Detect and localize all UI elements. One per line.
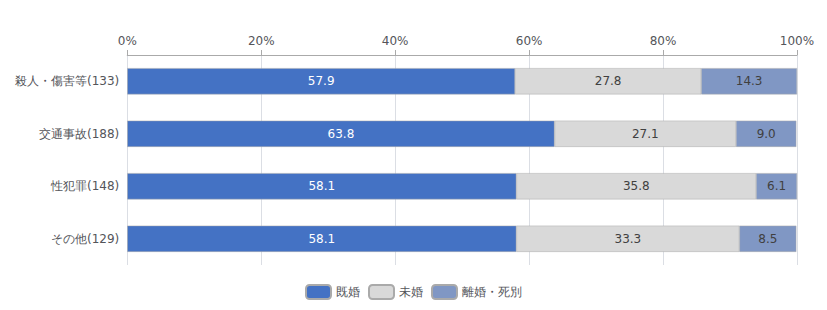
svg-text:57.9: 57.9 xyxy=(308,74,335,88)
svg-text:交通事故(188): 交通事故(188) xyxy=(39,127,119,141)
svg-text:40%: 40% xyxy=(382,34,409,48)
svg-text:27.8: 27.8 xyxy=(595,74,622,88)
svg-text:性犯罪(148): 性犯罪(148) xyxy=(50,179,119,193)
svg-text:14.3: 14.3 xyxy=(736,74,763,88)
svg-text:63.8: 63.8 xyxy=(328,127,355,141)
svg-text:27.1: 27.1 xyxy=(632,127,659,141)
svg-text:既婚: 既婚 xyxy=(336,285,360,299)
svg-text:58.1: 58.1 xyxy=(308,179,335,193)
svg-text:その他(129): その他(129) xyxy=(51,232,119,246)
svg-text:58.1: 58.1 xyxy=(308,232,335,246)
svg-text:殺人・傷害等(133): 殺人・傷害等(133) xyxy=(15,74,119,88)
svg-text:0%: 0% xyxy=(118,34,137,48)
svg-text:33.3: 33.3 xyxy=(615,232,642,246)
svg-text:20%: 20% xyxy=(248,34,275,48)
svg-text:9.0: 9.0 xyxy=(757,127,776,141)
svg-text:8.5: 8.5 xyxy=(758,232,777,246)
svg-text:未婚: 未婚 xyxy=(399,285,423,299)
svg-text:60%: 60% xyxy=(516,34,543,48)
svg-text:6.1: 6.1 xyxy=(767,179,786,193)
svg-text:35.8: 35.8 xyxy=(623,179,650,193)
svg-text:80%: 80% xyxy=(650,34,677,48)
svg-text:100%: 100% xyxy=(780,34,814,48)
svg-text:離婚・死別: 離婚・死別 xyxy=(462,285,522,299)
